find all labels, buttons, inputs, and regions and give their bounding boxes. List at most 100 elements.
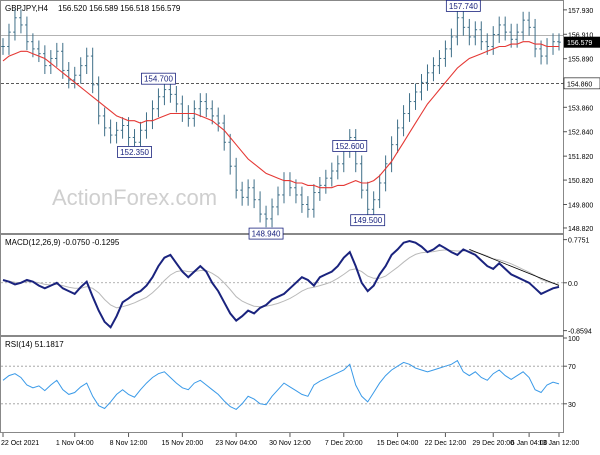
price-bar <box>222 114 227 151</box>
price-bar <box>461 9 466 36</box>
time-tick-label: 1 Nov 04:00 <box>56 440 94 447</box>
price-tick-label: 150.820 <box>568 178 593 185</box>
price-bar <box>419 74 424 101</box>
time-tick-label: 15 Dec 04:00 <box>377 440 419 447</box>
time-tick-label: 22 Dec 12:00 <box>425 440 467 447</box>
price-bar <box>389 136 394 173</box>
price-bar <box>425 64 430 91</box>
price-bar <box>186 105 191 127</box>
price-bar <box>126 117 131 146</box>
macd-line <box>2 239 560 329</box>
price-tick-label: 148.820 <box>568 226 593 233</box>
price-bar <box>270 198 274 228</box>
time-tick-label: 30 Nov 12:00 <box>269 440 311 447</box>
price-annotation: 148.940 <box>248 227 284 240</box>
time-tick-label: 13 Jan 12:00 <box>539 440 580 447</box>
time-tick-label: 15 Nov 20:00 <box>162 440 204 447</box>
price-bar <box>228 133 232 175</box>
moving-average-line <box>2 41 559 189</box>
price-bar <box>455 9 460 46</box>
macd-layer <box>1 239 563 329</box>
price-bar <box>19 9 23 34</box>
ohlc-label: 156.520 156.589 156.518 156.579 <box>58 4 181 13</box>
price-bar <box>162 81 167 106</box>
price-bar <box>335 155 340 180</box>
price-bar <box>437 50 442 75</box>
price-bar <box>300 186 304 213</box>
annotation-box <box>117 146 152 158</box>
price-bar <box>234 157 238 199</box>
price-bar <box>377 174 382 209</box>
price-bar <box>521 11 525 41</box>
rsi-layer <box>1 359 563 410</box>
price-bar <box>473 21 478 46</box>
price-bar <box>55 42 59 67</box>
time-tick-label: 23 Nov 04:00 <box>215 440 257 447</box>
price-bar <box>156 88 161 118</box>
price-bar <box>533 18 537 58</box>
price-bar <box>407 93 412 122</box>
annotation-label: 148.940 <box>252 230 281 239</box>
price-bar <box>431 57 436 82</box>
price-tick-label: 155.890 <box>568 57 593 64</box>
panel-frames <box>0 0 564 433</box>
price-bar <box>43 45 47 75</box>
price-annotation: 152.600 <box>332 140 368 152</box>
price-bar <box>467 18 472 46</box>
price-bar <box>1 38 5 55</box>
price-bar <box>25 16 29 51</box>
price-bar <box>288 172 292 197</box>
price-bar <box>240 181 244 206</box>
price-bar <box>102 107 107 137</box>
time-tick-label: 6 Jan 04:00 <box>511 440 548 447</box>
price-bar <box>330 162 334 187</box>
time-tick-label: 22 Oct 2021 <box>1 440 39 447</box>
macd-label: MACD(12,26,9) -0.0750 -0.1295 <box>5 238 120 247</box>
rsi-label: RSI(14) 51.1817 <box>5 340 64 349</box>
price-bar <box>443 40 448 67</box>
price-tick-label: 157.930 <box>568 8 593 15</box>
price-bar <box>491 26 496 55</box>
price-bar <box>413 83 418 110</box>
rsi-line <box>2 359 560 410</box>
price-bar <box>78 57 83 84</box>
price-annotation: 152.350 <box>117 146 152 158</box>
price-layer: 157.740 154.700 152.350 152.600 149.500 148.9… <box>1 0 563 240</box>
annotation-box <box>350 214 386 227</box>
price-bar <box>37 40 41 63</box>
time-tick-label: 29 Dec 20:00 <box>472 440 514 447</box>
price-bar <box>150 100 155 130</box>
price-bar <box>557 33 561 51</box>
price-bar <box>49 50 53 75</box>
time-tick-label: 8 Nov 12:00 <box>110 440 148 447</box>
price-bar <box>246 179 250 206</box>
price-annotation: 154.700 <box>141 72 176 85</box>
macd-trendline <box>469 248 560 286</box>
price-bar <box>264 205 268 228</box>
price-bar <box>198 93 203 118</box>
price-annotation: 149.500 <box>350 214 386 227</box>
rsi-tick-label: 100 <box>568 336 580 343</box>
price-bar <box>503 16 507 41</box>
price-bar <box>371 191 376 218</box>
macd-tick-label: 0.7751 <box>568 238 590 245</box>
price-bar <box>204 93 209 118</box>
price-bar <box>96 76 101 125</box>
annotation-box <box>248 227 284 240</box>
price-bar <box>545 38 549 65</box>
price-bar <box>324 169 328 194</box>
price-bar <box>479 21 484 51</box>
price-bar <box>276 186 280 216</box>
price-bar <box>120 117 125 139</box>
price-bar <box>365 181 370 218</box>
price-tick-label: 149.800 <box>568 203 593 210</box>
annotation-label: 149.500 <box>353 216 382 225</box>
rsi-tick-label: 70 <box>568 364 576 371</box>
macd-panel-frame <box>0 234 564 336</box>
price-bar <box>312 184 316 218</box>
price-bar <box>7 23 11 55</box>
support-price-label: 154.860 <box>567 81 592 88</box>
price-tick-label: 156.910 <box>568 32 593 39</box>
